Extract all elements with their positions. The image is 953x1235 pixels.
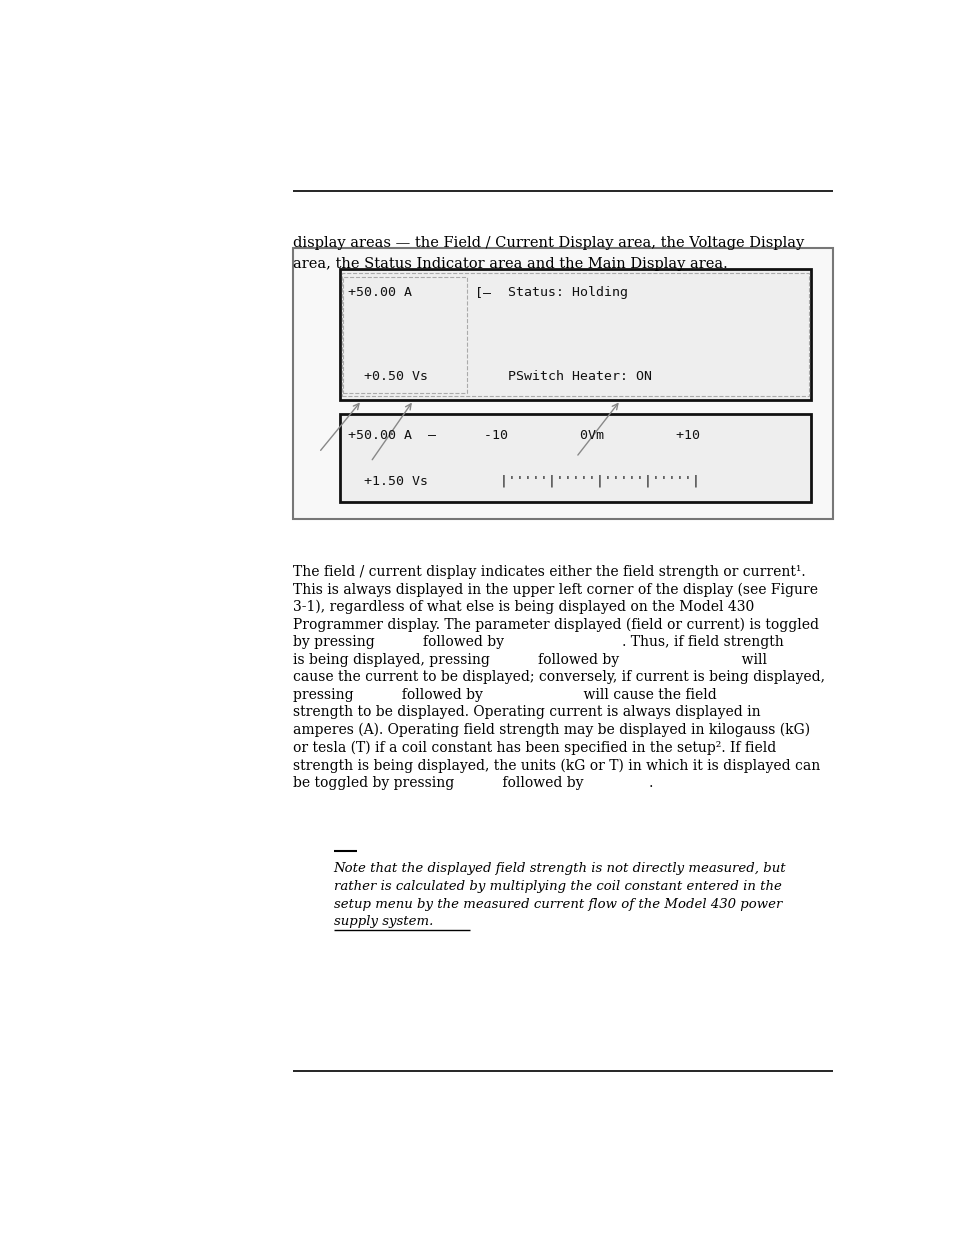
Text: or tesla (T) if a coil constant has been specified in the setup². If field: or tesla (T) if a coil constant has been… — [293, 741, 776, 755]
Text: [–: [– — [475, 287, 491, 299]
Text: PSwitch Heater: ON: PSwitch Heater: ON — [508, 370, 652, 383]
Text: setup menu by the measured current flow of the Model 430 power: setup menu by the measured current flow … — [334, 898, 781, 910]
Text: +1.50 Vs         |'''''|'''''|'''''|'''''|: +1.50 Vs |'''''|'''''|'''''|'''''| — [348, 474, 700, 488]
Text: rather is calculated by multiplying the coil constant entered in the: rather is calculated by multiplying the … — [334, 881, 781, 893]
Text: strength to be displayed. Operating current is always displayed in: strength to be displayed. Operating curr… — [293, 705, 760, 720]
FancyBboxPatch shape — [339, 415, 810, 501]
Text: Note that the displayed field strength is not directly measured, but: Note that the displayed field strength i… — [334, 862, 785, 876]
Text: cause the current to be displayed; conversely, if current is being displayed,: cause the current to be displayed; conve… — [293, 671, 824, 684]
Text: strength is being displayed, the units (kG or T) in which it is displayed can: strength is being displayed, the units (… — [293, 758, 820, 773]
Text: supply system.: supply system. — [334, 915, 433, 929]
Text: pressing           followed by                       will cause the field: pressing followed by will cause the fiel… — [293, 688, 716, 701]
FancyBboxPatch shape — [293, 248, 832, 519]
Text: Programmer display. The parameter displayed (field or current) is toggled: Programmer display. The parameter displa… — [293, 618, 818, 632]
Text: +50.00 A  –      -10         0Vm         +10: +50.00 A – -10 0Vm +10 — [348, 429, 700, 442]
Text: 3-1), regardless of what else is being displayed on the Model 430: 3-1), regardless of what else is being d… — [293, 600, 754, 614]
Text: +50.00 A: +50.00 A — [348, 287, 412, 299]
Text: +0.50 Vs: +0.50 Vs — [348, 370, 428, 383]
FancyBboxPatch shape — [339, 269, 810, 400]
Text: be toggled by pressing           followed by               .: be toggled by pressing followed by . — [293, 776, 653, 790]
Text: by pressing           followed by                           . Thus, if field str: by pressing followed by . Thus, if field… — [293, 635, 783, 650]
Text: The field / current display indicates either the field strength or current¹.: The field / current display indicates ei… — [293, 564, 804, 579]
Text: Status: Holding: Status: Holding — [508, 287, 627, 299]
Text: This is always displayed in the upper left corner of the display (see Figure: This is always displayed in the upper le… — [293, 583, 817, 597]
Text: amperes (A). Operating field strength may be displayed in kilogauss (kG): amperes (A). Operating field strength ma… — [293, 722, 809, 737]
Text: display areas — the Field / Current Display area, the Voltage Display: display areas — the Field / Current Disp… — [293, 236, 803, 249]
Text: area, the Status Indicator area and the Main Display area.: area, the Status Indicator area and the … — [293, 257, 727, 270]
Text: is being displayed, pressing           followed by                            wi: is being displayed, pressing followed by… — [293, 652, 766, 667]
